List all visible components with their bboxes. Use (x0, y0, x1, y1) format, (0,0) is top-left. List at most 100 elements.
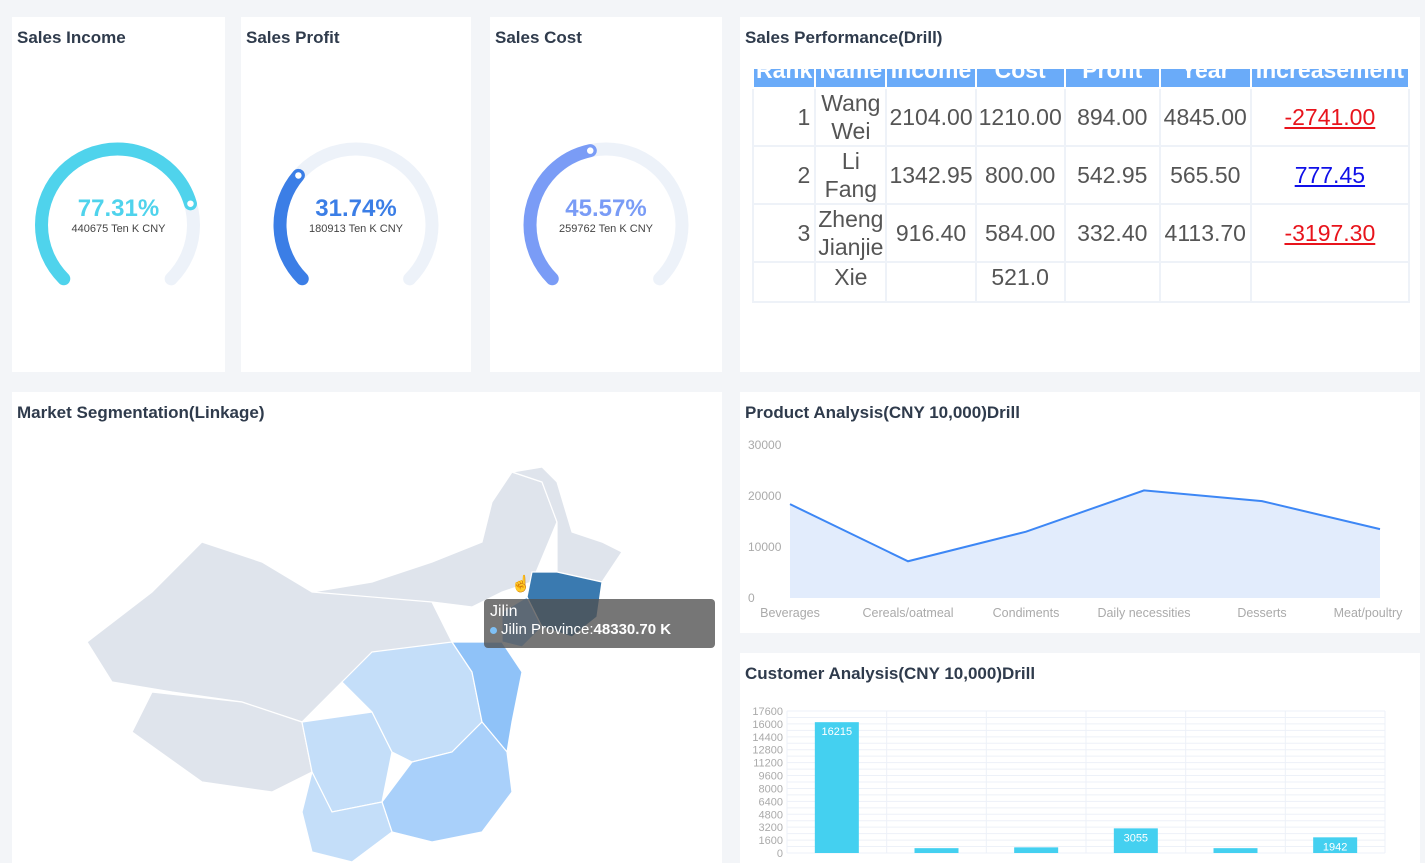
cell-profit (1063, 261, 1161, 303)
panel-title: Sales Profit (246, 28, 340, 47)
y-tick-label: 11200 (753, 758, 783, 770)
increasement-link[interactable]: -3197.30 (1284, 220, 1376, 246)
cell-cost: 584.00 (974, 203, 1066, 263)
cell-inc: 777.45 (1249, 145, 1410, 205)
bar-label: 1942 (1323, 841, 1347, 853)
customer-analysis-panel: Customer Analysis(CNY 10,000)Drill 0 1600… (740, 653, 1420, 863)
cell-profit: 542.95 (1063, 145, 1161, 205)
tooltip-title: Jilin (490, 603, 518, 620)
tooltip-value: 48330.70 K (593, 621, 672, 638)
series-line (789, 489, 1381, 563)
tooltip-label: Jilin Province: (501, 621, 594, 638)
y-tick-label: 0 (777, 848, 783, 860)
table-row[interactable]: 2 Li Fang 1342.95 800.00 542.95 565.50 777.45 (752, 145, 1410, 205)
table-row[interactable]: Xie 521.0 (752, 261, 1410, 303)
y-tick-label: 12800 (752, 745, 783, 757)
cell-rank: 1 (752, 87, 817, 147)
gauge-progress-arc (523, 142, 689, 308)
gauge-cost (523, 142, 689, 308)
y-tick-label: 14400 (752, 732, 783, 744)
gauge-subtitle: 180913 Ten K CNY (309, 223, 403, 235)
china-map[interactable] (12, 392, 722, 863)
product-analysis-panel: Product Analysis(CNY 10,000)Drill 0 10000… (740, 392, 1420, 633)
panel-title: Sales Cost (495, 28, 582, 47)
x-tick-label: Beverages (760, 606, 820, 620)
column-header[interactable]: Profit (1063, 69, 1161, 89)
cell-inc (1249, 261, 1410, 303)
cell-income: 1342.95 (885, 145, 977, 205)
cell-profit: 332.40 (1063, 203, 1161, 263)
cell-profit: 894.00 (1063, 87, 1161, 147)
y-tick-label: 16000 (752, 719, 783, 731)
cell-inc: -3197.30 (1249, 203, 1410, 263)
gauge-panel-cost: Sales Cost 45.57% 259762 Ten K CNY (490, 17, 722, 372)
cell-name: Zheng Jianjie (814, 203, 888, 263)
y-tick-label: 1600 (759, 835, 783, 847)
panel-title: Product Analysis(CNY 10,000)Drill (745, 403, 1020, 422)
y-tick-label: 17600 (752, 706, 783, 718)
gauge-panel-income: Sales Income 77.31% 440675 Ten K CNY (12, 17, 225, 372)
table-row[interactable]: 3 Zheng Jianjie 916.40 584.00 332.40 4113.70 -… (752, 203, 1410, 263)
legend-dot-icon (490, 626, 497, 634)
gauge-handle (185, 198, 196, 209)
cell-rank (752, 261, 817, 303)
x-tick-label: Cereals/oatmeal (862, 606, 953, 620)
y-tick-label: 4800 (759, 809, 783, 821)
panel-title: Sales Performance(Drill) (745, 28, 943, 47)
y-tick-label: 3200 (759, 822, 783, 834)
gauge-panel-profit: Sales Profit 31.74% 180913 Ten K CNY (241, 17, 471, 372)
cell-cost: 1210.00 (974, 87, 1066, 147)
map-region-yunnan (301, 770, 393, 863)
y-tick-label: 20000 (748, 489, 782, 503)
cell-rank: 3 (752, 203, 817, 263)
gauge-progress-arc (35, 142, 200, 308)
cell-name: Wang Wei (814, 87, 888, 147)
gauge-percent: 45.57% (565, 195, 647, 222)
cell-last: 565.50 (1158, 145, 1252, 205)
cell-inc: -2741.00 (1249, 87, 1410, 147)
cursor-hand-icon: ☝ (511, 576, 531, 593)
column-header[interactable]: Name (814, 69, 888, 89)
x-tick-label: Meat/poultry (1334, 606, 1404, 620)
map-region-south (381, 721, 513, 843)
product-area-chart[interactable]: 0 10000 20000 30000 Beverages Cereals/oatmeal… (740, 392, 1420, 633)
cell-name: Xie (814, 261, 888, 303)
area-fill (790, 490, 1380, 598)
performance-table-scroll[interactable]: RankNameIncomeCostProfitLast YearIncreas… (752, 69, 1410, 361)
increasement-link[interactable]: 777.45 (1294, 162, 1366, 188)
bar-label: 3055 (1124, 832, 1148, 844)
column-header[interactable]: Cost (974, 69, 1066, 89)
map-region-tibet (131, 691, 313, 793)
gauge-profit (273, 142, 439, 308)
y-tick-label: 0 (748, 591, 755, 605)
sales-performance-panel: Sales Performance(Drill) Rank Name Income C… (740, 17, 1420, 372)
panel-title: Sales Income (17, 28, 126, 47)
cell-income: 916.40 (885, 203, 977, 263)
customer-bar-chart[interactable]: 0160032004800640080009600112001280014400… (740, 653, 1420, 863)
column-header[interactable]: Income (885, 69, 977, 89)
panel-title: Customer Analysis(CNY 10,000)Drill (745, 664, 1036, 683)
bar[interactable] (814, 722, 859, 853)
bar-label: 16215 (822, 726, 853, 738)
y-tick-label: 10000 (748, 540, 782, 554)
column-header[interactable]: Rank (752, 69, 817, 89)
bar[interactable] (1313, 837, 1358, 853)
y-tick-label: 6400 (759, 796, 783, 808)
y-tick-label: 8000 (759, 783, 783, 795)
bar[interactable] (1113, 828, 1158, 853)
table-row[interactable]: 1 Wang Wei 2104.00 1210.00 894.00 4845.00 -274… (752, 87, 1410, 147)
panel-title: Market Segmentation(Linkage) (17, 403, 265, 422)
cell-last: 4845.00 (1158, 87, 1252, 147)
map-tooltip: Jilin Jilin Province:48330.70 K (484, 599, 715, 648)
cell-rank: 2 (752, 145, 817, 205)
x-tick-label: Desserts (1237, 606, 1286, 620)
bar[interactable] (1213, 848, 1258, 853)
increasement-link[interactable]: -2741.00 (1284, 104, 1376, 130)
column-header[interactable]: Last Year (1158, 69, 1252, 89)
gauge-percent: 31.74% (315, 195, 397, 222)
column-header[interactable]: Increasement (1249, 69, 1410, 89)
bar[interactable] (914, 848, 959, 853)
gauge-progress-arc (273, 142, 439, 308)
performance-table: RankNameIncomeCostProfitLast YearIncreas… (752, 69, 1410, 303)
bar[interactable] (1014, 847, 1059, 853)
